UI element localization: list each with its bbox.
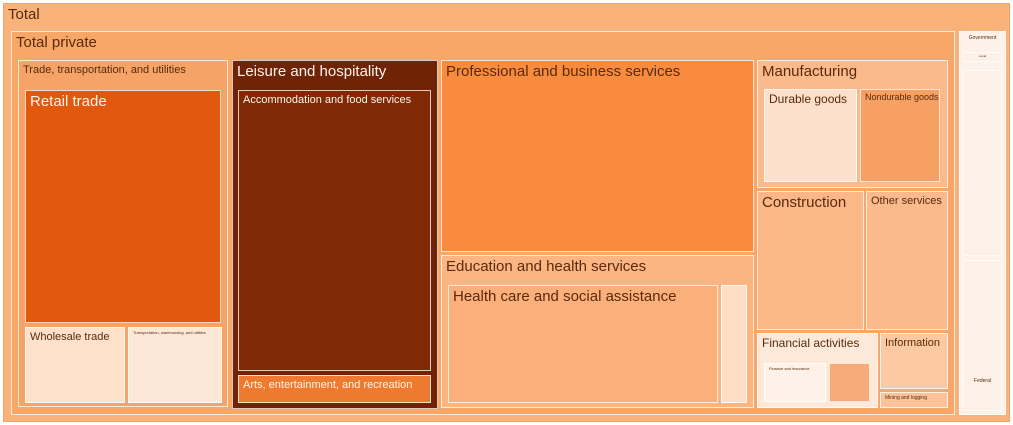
- tile-label: Government: [968, 35, 997, 41]
- tile-transportation-warehousing-and-utilities[interactable]: Transportation, warehousing, and utiliti…: [128, 327, 222, 403]
- tile-label: Other services: [871, 195, 942, 207]
- tile-manufacturing[interactable]: Manufacturing Durable goods Nondurable goo…: [757, 60, 948, 188]
- tile-finance-and-insurance[interactable]: Finance and insurance: [764, 363, 826, 402]
- tile-label: Total: [8, 6, 40, 23]
- tile-label: Construction: [762, 194, 847, 211]
- tile-trade-transportation-and-utilities[interactable]: Trade, transportation, and utilities Reta…: [18, 60, 228, 407]
- tile-information[interactable]: Information: [880, 333, 948, 389]
- tile-arts-entertainment-and-recreation[interactable]: Arts, entertainment, and recreation: [238, 375, 431, 403]
- tile-total-private[interactable]: Total private Trade, transportation, and …: [11, 31, 955, 415]
- tile-professional-and-business-services[interactable]: Professional and business services: [441, 60, 754, 252]
- tile-government[interactable]: Government Local State Federal: [959, 31, 1006, 415]
- tile-nondurable-goods[interactable]: Nondurable goods: [860, 89, 940, 182]
- tile-label: Leisure and hospitality: [237, 63, 387, 80]
- tile-label: Nondurable goods: [865, 92, 939, 102]
- tile-wholesale-trade[interactable]: Wholesale trade: [25, 327, 125, 403]
- tile-label: Mining and logging: [885, 395, 927, 401]
- tile-label: Accommodation and food services: [243, 94, 412, 106]
- tile-label: Arts, entertainment, and recreation: [243, 379, 413, 391]
- tile-label: Education and health services: [446, 258, 647, 275]
- tile-label: Local: [978, 54, 987, 58]
- tile-federal[interactable]: Federal: [963, 260, 1002, 411]
- tile-total[interactable]: Total Total private Trade, transportation,…: [3, 3, 1010, 422]
- tile-local[interactable]: Local: [963, 52, 1002, 62]
- tile-mining-and-logging[interactable]: Mining and logging: [880, 392, 948, 408]
- tile-accommodation-and-food-services[interactable]: Accommodation and food services: [238, 90, 431, 371]
- tile-label: Durable goods: [769, 92, 848, 106]
- tile-label: Information: [885, 337, 941, 349]
- tile-leisure-and-hospitality[interactable]: Leisure and hospitality Accommodation and…: [232, 60, 438, 409]
- tile-financial-activities[interactable]: Financial activities Finance and insuranc…: [757, 333, 878, 408]
- tile-education-and-health-services[interactable]: Education and health services Health care…: [441, 255, 754, 408]
- tile-label: Federal: [974, 378, 991, 384]
- tile-label: Trade, transportation, and utilities: [23, 64, 186, 76]
- tile-real-estate-and-rental-and-leasing[interactable]: Real estate and rental and leasing: [829, 363, 870, 402]
- tile-label: Transportation, warehousing, and utiliti…: [133, 330, 206, 335]
- tile-label: Retail trade: [30, 93, 107, 110]
- tile-construction[interactable]: Construction: [757, 191, 864, 330]
- tile-label: Financial activities: [762, 336, 860, 350]
- tile-durable-goods[interactable]: Durable goods: [764, 89, 857, 182]
- tile-educational-services[interactable]: Educational services: [721, 285, 747, 403]
- tile-label: Total private: [16, 34, 97, 51]
- tile-label: Health care and social assistance: [453, 288, 677, 305]
- tile-health-care-and-social-assistance[interactable]: Health care and social assistance: [448, 285, 718, 403]
- tile-label: Manufacturing: [762, 63, 858, 80]
- tile-state[interactable]: State: [963, 70, 1002, 256]
- tile-label: Finance and insurance: [769, 366, 810, 371]
- tile-other-services[interactable]: Other services: [866, 191, 948, 330]
- tile-retail-trade[interactable]: Retail trade: [25, 90, 221, 323]
- tile-label: Professional and business services: [446, 63, 681, 80]
- tile-label: Wholesale trade: [30, 331, 110, 343]
